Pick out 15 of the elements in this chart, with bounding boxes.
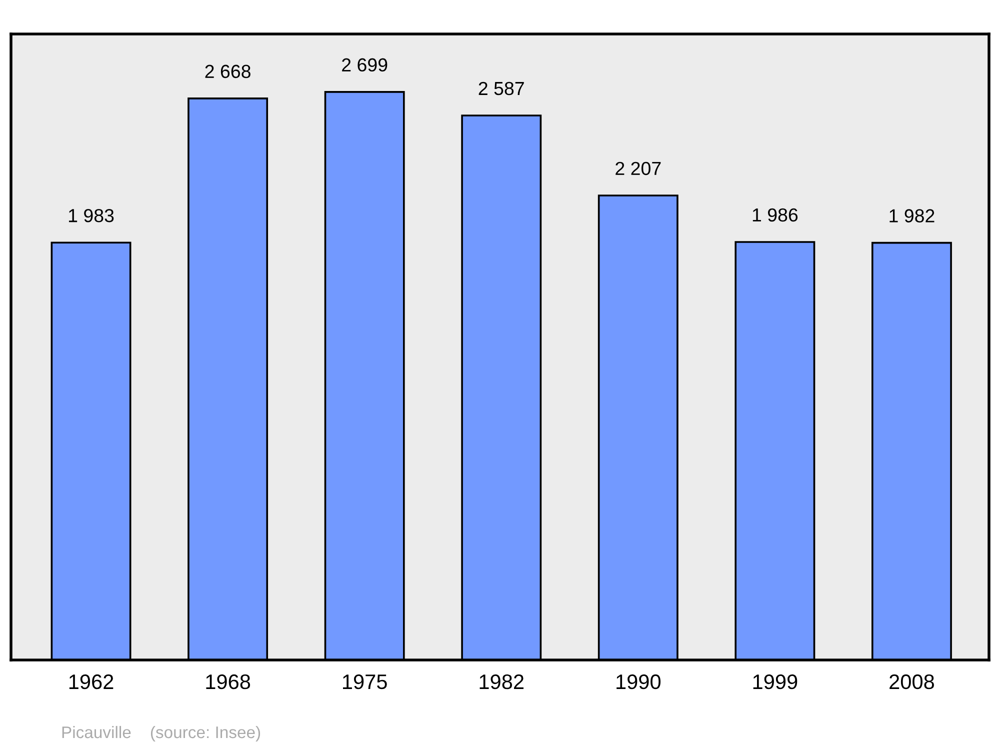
data-label: 1 983	[68, 208, 114, 222]
data-label: 2 668	[205, 64, 250, 78]
data-label: 1 982	[890, 209, 934, 222]
x-tick-label: 2008	[890, 674, 934, 690]
x-tick-label: 1990	[616, 674, 661, 690]
x-tick-label: 1962	[69, 674, 114, 690]
x-tick-label: 1968	[206, 674, 250, 690]
text: Picauville (source: Insee)	[62, 726, 260, 742]
data-label: 2 587	[478, 82, 524, 96]
x-tick-label: 1975	[343, 674, 387, 690]
data-label: 1 986	[752, 208, 798, 222]
data-label: 2 207	[616, 162, 661, 176]
x-tick-label: 1982	[480, 674, 524, 690]
data-label: 2 699	[342, 58, 388, 72]
x-tick-label: 1999	[753, 674, 798, 690]
